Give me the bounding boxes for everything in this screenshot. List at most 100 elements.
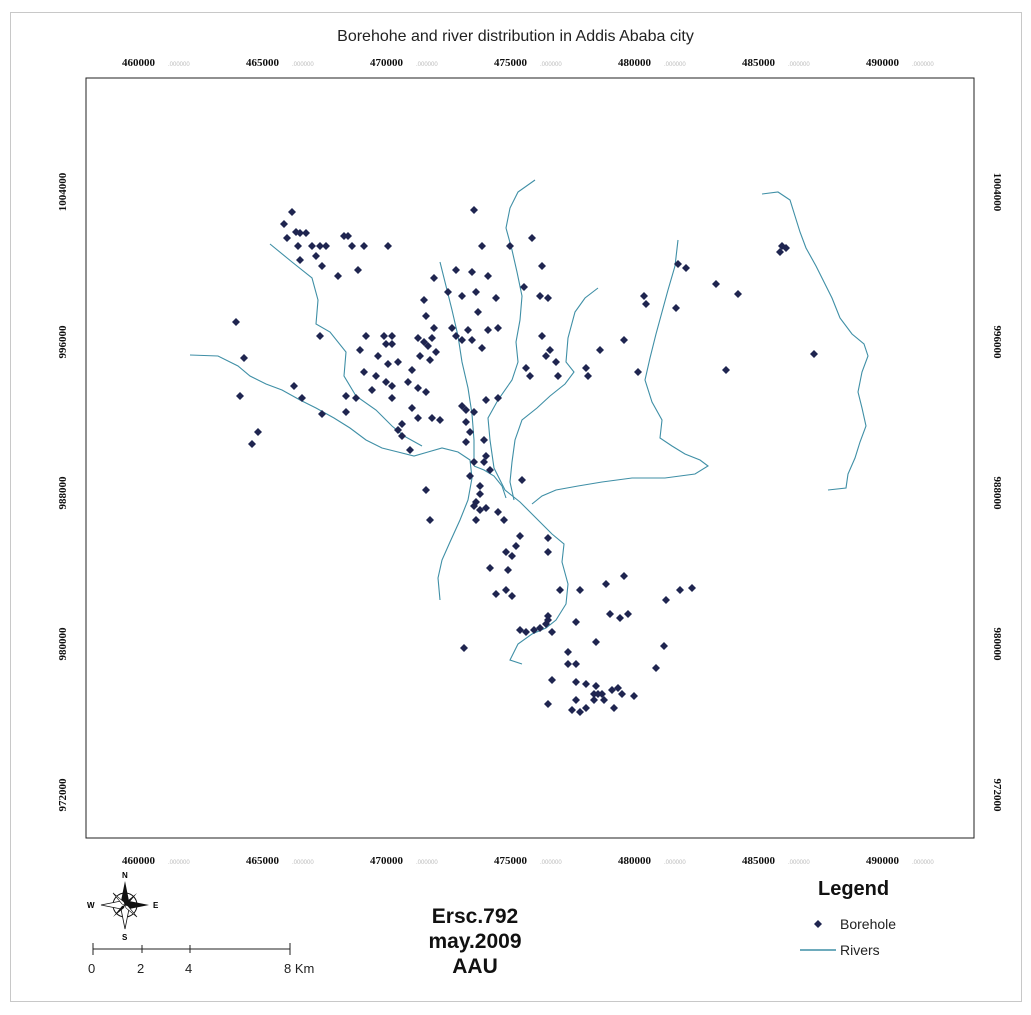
borehole-point [484, 272, 492, 280]
borehole-point [372, 372, 380, 380]
x-ticks-top: 460000 .000000 465000 .000000 470000 .000000 4… [122, 57, 934, 69]
borehole-point [494, 394, 502, 402]
borehole-point [712, 280, 720, 288]
borehole-point [414, 414, 422, 422]
borehole-point [460, 644, 468, 652]
borehole-point [660, 642, 668, 650]
borehole-point [394, 426, 402, 434]
borehole-point [652, 664, 660, 672]
borehole-point [312, 252, 320, 260]
x-tick-label: 485000 [742, 57, 776, 69]
borehole-point [564, 660, 572, 668]
borehole-point [548, 628, 556, 636]
borehole-point [568, 706, 576, 714]
x-tick-decimals: .000000 [168, 860, 190, 866]
diamond-icon [814, 920, 822, 929]
borehole-point [594, 690, 602, 698]
borehole-point [536, 292, 544, 300]
x-tick-decimals: .000000 [664, 860, 686, 866]
borehole-point [254, 428, 262, 436]
compass-n-label: N [122, 871, 128, 880]
scale-label-8km: 8 Km [284, 961, 314, 976]
borehole-point [582, 680, 590, 688]
borehole-point [512, 542, 520, 550]
borehole-point [356, 346, 364, 354]
borehole-point [360, 242, 368, 250]
x-tick-label: 475000 [494, 57, 528, 69]
borehole-point [592, 682, 600, 690]
x-tick-decimals: .000000 [912, 62, 934, 68]
borehole-point [620, 336, 628, 344]
river-mid-branch [473, 465, 507, 499]
x-tick-decimals: .000000 [540, 62, 562, 68]
borehole-point [516, 532, 524, 540]
borehole-point [474, 308, 482, 316]
compass-rose-icon: N E S W [87, 871, 159, 942]
borehole-point [688, 584, 696, 592]
borehole-point [520, 283, 528, 291]
borehole-point [572, 678, 580, 686]
borehole-points [232, 206, 818, 716]
x-tick-label: 480000 [618, 57, 652, 69]
borehole-point [504, 566, 512, 574]
borehole-point [556, 586, 564, 594]
borehole-point [384, 360, 392, 368]
borehole-point [522, 364, 530, 372]
borehole-point [548, 676, 556, 684]
borehole-point [572, 618, 580, 626]
y-tick-label: 988000 [991, 477, 1003, 511]
borehole-point [430, 324, 438, 332]
borehole-point [606, 610, 614, 618]
borehole-point [508, 592, 516, 600]
legend-title: Legend [818, 878, 890, 900]
borehole-point [398, 420, 406, 428]
borehole-point [554, 372, 562, 380]
borehole-point [236, 392, 244, 400]
borehole-point [476, 482, 484, 490]
page-border [10, 12, 1022, 1002]
y-tick-label: 972000 [991, 779, 1003, 813]
borehole-point [634, 368, 642, 376]
map-neatline [85, 77, 975, 839]
borehole-point [572, 660, 580, 668]
borehole-point [388, 394, 396, 402]
borehole-point [404, 378, 412, 386]
borehole-point [382, 340, 390, 348]
borehole-point [478, 344, 486, 352]
borehole-point [374, 352, 382, 360]
borehole-point [776, 248, 784, 256]
borehole-point [408, 404, 416, 412]
y-tick-label: 972000 [57, 778, 69, 812]
x-tick-label: 470000 [370, 57, 404, 69]
borehole-point [414, 334, 422, 342]
borehole-point [518, 476, 526, 484]
borehole-point [630, 692, 638, 700]
borehole-point [444, 288, 452, 296]
borehole-point [430, 274, 438, 282]
borehole-point [582, 704, 590, 712]
borehole-point [458, 336, 466, 344]
scale-label-0: 0 [88, 961, 95, 976]
borehole-point [482, 396, 490, 404]
borehole-point [592, 638, 600, 646]
y-tick-label: 980000 [57, 627, 69, 661]
river-north-west-branch [269, 243, 423, 447]
borehole-point [674, 260, 682, 268]
borehole-point [388, 382, 396, 390]
borehole-point [362, 332, 370, 340]
borehole-point [486, 564, 494, 572]
borehole-point [662, 596, 670, 604]
borehole-point [384, 242, 392, 250]
borehole-point [398, 432, 406, 440]
river-main-central [487, 179, 569, 665]
borehole-point [448, 324, 456, 332]
borehole-point [576, 586, 584, 594]
borehole-point [382, 378, 390, 386]
x-tick-decimals: .000000 [292, 860, 314, 866]
borehole-point [432, 348, 440, 356]
borehole-point [480, 436, 488, 444]
borehole-point [642, 300, 650, 308]
borehole-point [494, 508, 502, 516]
river-line-icon [800, 949, 836, 952]
